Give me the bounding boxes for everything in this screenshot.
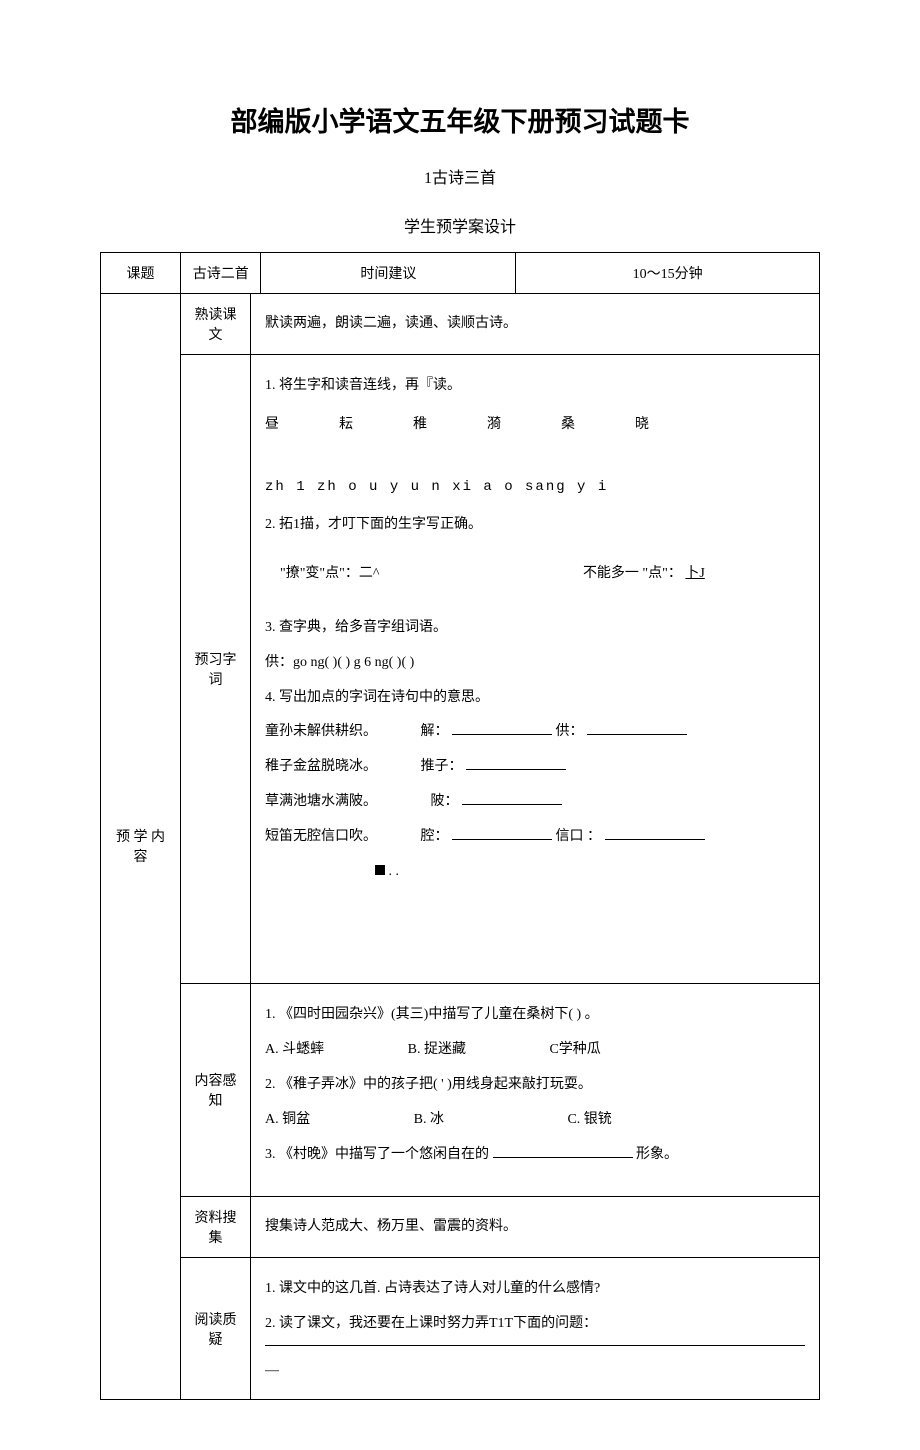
table-row: 阅读质疑 1. 课文中的这几首. 占诗表达了诗人对儿童的什么感情? 2. 读了课… <box>101 1258 820 1399</box>
blank-field[interactable] <box>587 734 687 735</box>
char: 桑 <box>561 410 575 441</box>
char-row: 昼 耘 稚 漪 桑 晓 <box>265 410 805 441</box>
header-col1: 课题 <box>101 253 181 294</box>
text-line: 2. 拓1描，才叮下面的生字写正确。 <box>265 510 805 541</box>
text-line: 2. 读了课文，我还要在上课时努力弄T1T下面的问题： <box>265 1309 805 1340</box>
text-line: 1. 课文中的这几首. 占诗表达了诗人对儿童的什么感情? <box>265 1274 805 1305</box>
text: 陂： <box>431 794 459 809</box>
row1-label: 熟读课文 <box>181 294 251 355</box>
text: 童孙未解供耕织。 <box>265 724 377 739</box>
text: 稚子金盆脱晓冰。 <box>265 759 377 774</box>
text: 供： <box>556 724 584 739</box>
text: 形象。 <box>636 1147 678 1162</box>
text: 腔： <box>421 829 449 844</box>
row5-content: 1. 课文中的这几首. 占诗表达了诗人对儿童的什么感情? 2. 读了课文，我还要… <box>251 1258 820 1399</box>
text: 信口 ： <box>556 829 602 844</box>
text: 3. 《村晚》中描写了一个悠闲自在的 <box>265 1147 493 1162</box>
char: 漪 <box>487 410 501 441</box>
blank-field[interactable] <box>452 734 552 735</box>
text-line: 供：go ng( )( ) g 6 ng( )( ) <box>265 648 805 679</box>
option-b: B. 冰 <box>414 1112 444 1127</box>
text: "撩"变"点"：二^ <box>280 566 379 581</box>
table-row: 预 学 内 容 熟读课文 默读两遍，朗读二遍，读通、读顺古诗。 <box>101 294 820 355</box>
text-line: 3. 《村晚》中描写了一个悠闲自在的 形象。 <box>265 1140 805 1171</box>
table-header-row: 课题 古诗二首 时间建议 10～15分钟 <box>101 253 820 294</box>
char: 晓 <box>635 410 649 441</box>
row4-content: 搜集诗人范成大、杨万里、雷震的资料。 <box>251 1197 820 1258</box>
header-col4: 10～15分钟 <box>516 253 820 294</box>
header-col2: 古诗二首 <box>181 253 261 294</box>
section-title: 学生预学案设计 <box>100 213 820 237</box>
char: 稚 <box>413 410 427 441</box>
text-line: 草满池塘水满陂。 陂： <box>265 787 805 818</box>
row4-label: 资料搜集 <box>181 1197 251 1258</box>
option-b: B. 捉迷藏 <box>408 1042 466 1057</box>
text-line: A. 斗蟋蟀 B. 捉迷藏 C学种瓜 <box>265 1035 805 1066</box>
text: 不能多一 "点"： <box>583 566 682 581</box>
blank-field[interactable] <box>605 839 705 840</box>
blank-field[interactable] <box>462 804 562 805</box>
pinyin-row: zh 1 zh o u y u n xi a o sang y i <box>265 472 805 503</box>
text: 推子： <box>421 759 463 774</box>
row2-content: 1. 将生字和读音连线，再『读。 昼 耘 稚 漪 桑 晓 zh 1 zh o u… <box>251 355 820 984</box>
char: 昼 <box>265 410 279 441</box>
text-line: 童孙未解供耕织。 解： 供： <box>265 717 805 748</box>
header-col3: 时间建议 <box>261 253 516 294</box>
text: 卜J <box>685 566 704 581</box>
text-line: 4. 写出加点的字词在诗句中的意思。 <box>265 683 805 714</box>
text-line: "撩"变"点"：二^ 不能多一 "点"： 卜J <box>265 559 805 590</box>
row5-label: 阅读质疑 <box>181 1258 251 1399</box>
option-a: A. 铜盆 <box>265 1112 310 1127</box>
main-label: 预 学 内 容 <box>101 294 181 1400</box>
row2-label: 预习字词 <box>181 355 251 984</box>
text: 草满池塘水满陂。 <box>265 794 377 809</box>
blank-field[interactable] <box>466 769 566 770</box>
text-line: 短笛无腔信口吹。 腔： 信口 ： <box>265 822 805 853</box>
option-a: A. 斗蟋蟀 <box>265 1042 324 1057</box>
text-line: 1. 将生字和读音连线，再『读。 <box>265 371 805 402</box>
worksheet-table: 课题 古诗二首 时间建议 10～15分钟 预 学 内 容 熟读课文 默读两遍，朗… <box>100 252 820 1400</box>
table-row: 预习字词 1. 将生字和读音连线，再『读。 昼 耘 稚 漪 桑 晓 zh 1 z… <box>101 355 820 984</box>
text-line: . . <box>375 857 805 888</box>
blank-field[interactable] <box>452 839 552 840</box>
black-mark <box>375 865 385 875</box>
text: 短笛无腔信口吹。 <box>265 829 377 844</box>
table-row: 内容感知 1. 《四时田园杂兴》(其三)中描写了儿童在桑树下( ) 。 A. 斗… <box>101 984 820 1197</box>
text: — <box>265 1356 805 1387</box>
text-line: 1. 《四时田园杂兴》(其三)中描写了儿童在桑树下( ) 。 <box>265 1000 805 1031</box>
char: 耘 <box>339 410 353 441</box>
text: . . <box>389 864 400 879</box>
page-title: 部编版小学语文五年级下册预习试题卡 <box>100 100 820 139</box>
table-row: 资料搜集 搜集诗人范成大、杨万里、雷震的资料。 <box>101 1197 820 1258</box>
text-line: 稚子金盆脱晓冰。 推子： <box>265 752 805 783</box>
text-line: 3. 查字典，给多音字组词语。 <box>265 613 805 644</box>
text: 解： <box>421 724 449 739</box>
blank-field[interactable] <box>493 1157 633 1158</box>
row3-content: 1. 《四时田园杂兴》(其三)中描写了儿童在桑树下( ) 。 A. 斗蟋蟀 B.… <box>251 984 820 1197</box>
option-c: C. 银铳 <box>567 1112 611 1127</box>
row3-label: 内容感知 <box>181 984 251 1197</box>
row1-content: 默读两遍，朗读二遍，读通、读顺古诗。 <box>251 294 820 355</box>
option-c: C学种瓜 <box>549 1042 600 1057</box>
text-line: 2. 《稚子弄冰》中的孩子把( ' )用线身起来敲打玩耍。 <box>265 1070 805 1101</box>
text-line: A. 铜盆 B. 冰 C. 银铳 <box>265 1105 805 1136</box>
page-subtitle: 1古诗三首 <box>100 164 820 188</box>
